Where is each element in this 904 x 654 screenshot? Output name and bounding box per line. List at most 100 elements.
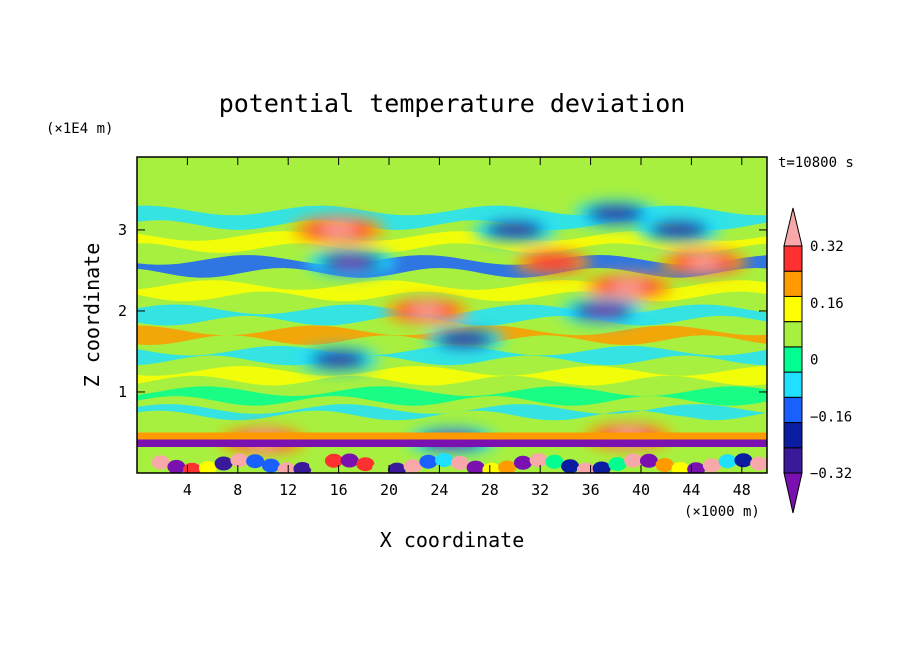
surface-band-cold — [137, 439, 767, 447]
field-blob — [610, 281, 647, 293]
x-tick-label: 20 — [380, 481, 398, 499]
surface-eddy — [655, 458, 674, 472]
colorbar-segment — [783, 245, 803, 272]
surface-eddy — [734, 453, 753, 468]
surface-eddy — [277, 462, 296, 473]
colorbar-extend-max — [783, 207, 803, 247]
colorbar-tick-label: 0 — [810, 353, 818, 369]
surface-eddy — [324, 453, 343, 468]
surface-eddy — [198, 461, 217, 473]
x-tick-label: 48 — [733, 481, 751, 499]
field-bands — [137, 157, 767, 435]
colorbar-tick-label: −0.16 — [810, 409, 852, 425]
surface-eddy — [137, 453, 154, 467]
x-tick-label: 40 — [632, 481, 650, 499]
surface-eddy — [246, 454, 265, 469]
field-blob — [599, 208, 633, 220]
surface-eddy — [498, 460, 517, 473]
surface-eddy — [702, 458, 721, 473]
surface-eddy — [309, 457, 328, 472]
x-axis-ticks: 4 8 12 16 20 24 28 32 36 40 44 48 — [183, 157, 751, 499]
field-blob — [686, 256, 722, 268]
field-band — [137, 157, 767, 215]
field-band — [137, 404, 767, 421]
surface-eddy — [687, 462, 706, 473]
x-tick-label: 44 — [682, 481, 700, 499]
x-tick-label: 36 — [582, 481, 600, 499]
y-axis-label: Z coordinate — [80, 243, 104, 388]
chart-title: potential temperature deviation — [219, 89, 686, 118]
field-blob — [586, 305, 621, 317]
x-units-label: (×1000 m) — [684, 504, 760, 520]
surface-eddy — [419, 454, 438, 469]
surface-eddy — [639, 453, 658, 468]
y-tick-label: 2 — [118, 302, 127, 320]
surface-eddy — [340, 453, 359, 468]
surface-eddy — [450, 455, 469, 470]
colorbar-segment — [783, 295, 803, 323]
field-band — [137, 366, 767, 386]
colorbar-segment — [783, 447, 803, 474]
surface-eddy — [435, 453, 454, 468]
x-tick-label: 28 — [481, 481, 499, 499]
surface-eddy — [261, 458, 280, 473]
field-band — [137, 255, 767, 278]
y-tick-label: 1 — [118, 383, 127, 401]
field-blob — [322, 354, 355, 365]
x-tick-label: 24 — [430, 481, 448, 499]
time-label: t=10800 s — [778, 155, 854, 171]
colorbar-segment — [783, 422, 803, 449]
surface-eddy — [466, 460, 485, 473]
y-axis-ticks: 1 2 3 — [118, 221, 767, 401]
colorbar: 0.32 0.16 0 −0.16 −0.32 — [783, 207, 852, 514]
field-blob — [498, 224, 532, 236]
field-band — [137, 414, 767, 435]
x-tick-label: 8 — [233, 481, 242, 499]
surface-eddy — [151, 455, 170, 470]
colorbar-segment — [783, 346, 803, 373]
surface-eddy — [608, 457, 627, 472]
x-tick-label: 16 — [330, 481, 348, 499]
field-blob — [410, 305, 444, 317]
y-tick-label: 3 — [118, 221, 127, 239]
colorbar-segment — [783, 396, 803, 423]
surface-eddy — [718, 454, 737, 469]
surface-layer — [137, 432, 767, 473]
surface-eddy — [167, 459, 186, 473]
y-units-label: (×1E4 m) — [46, 121, 113, 137]
colorbar-segment — [783, 270, 803, 297]
plot-frame — [136, 156, 768, 474]
field-band — [137, 386, 767, 406]
surface-eddy — [513, 455, 532, 470]
surface-eddy — [561, 459, 580, 473]
surface-eddy — [624, 453, 643, 468]
colorbar-extend-min — [783, 472, 803, 514]
colorbar-segment — [783, 321, 803, 348]
surface-eddy — [356, 457, 375, 472]
field-blob — [537, 257, 568, 268]
colorbar-segment — [783, 371, 803, 398]
field-band — [137, 345, 767, 366]
surface-eddy — [482, 462, 501, 473]
field-blob — [320, 224, 357, 236]
surface-eddy — [529, 453, 548, 468]
x-tick-label: 12 — [279, 481, 297, 499]
surface-eddy — [750, 456, 767, 471]
surface-eddy — [372, 461, 391, 473]
surface-eddy — [387, 462, 406, 473]
colorbar-tick-label: 0.16 — [810, 296, 844, 312]
colorbar-tick-label: 0.32 — [810, 239, 844, 255]
colorbar-tick-label: −0.32 — [810, 466, 852, 482]
surface-eddy — [214, 456, 233, 471]
surface-eddy — [230, 453, 249, 468]
surface-eddy — [576, 462, 595, 473]
field-blob — [448, 334, 481, 345]
surface-eddy — [403, 459, 422, 473]
surface-eddy — [545, 454, 564, 469]
field-band — [137, 231, 767, 253]
field-blob — [662, 224, 696, 236]
surface-eddy — [592, 461, 611, 473]
surface-band-warm — [137, 432, 767, 440]
surface-eddy — [671, 462, 690, 473]
